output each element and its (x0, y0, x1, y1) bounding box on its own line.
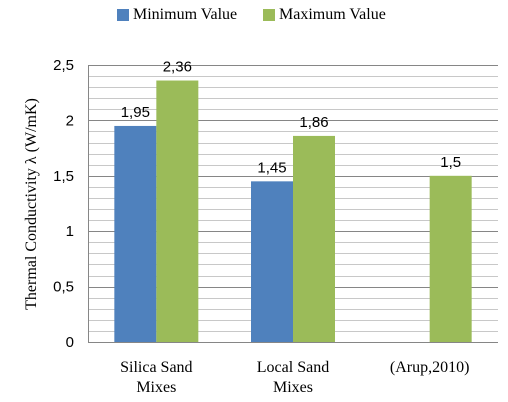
axes (88, 65, 498, 343)
data-label: 1,95 (121, 104, 150, 121)
x-category-label: Local Sand (257, 359, 329, 376)
bars (114, 80, 472, 343)
y-axis-label: Thermal Conductivity λ (W/mK) (23, 98, 40, 310)
data-labels: 1,95 1,45 2,36 1,86 1,5 (121, 59, 461, 177)
data-label: 1,5 (440, 154, 461, 171)
legend: Minimum Value Maximum Value (0, 6, 508, 28)
bar-maximum (293, 135, 335, 342)
x-category-labels: Silica Sand Mixes Local Sand Mixes (Arup,201… (120, 359, 469, 396)
bar-maximum (156, 80, 199, 343)
legend-label-maximum: Maximum Value (279, 6, 386, 23)
y-tick-label: 2 (66, 112, 74, 129)
legend-item-minimum: Minimum Value (117, 6, 237, 24)
y-tick-label: 0 (66, 334, 74, 351)
data-label: 1,86 (299, 114, 328, 131)
y-tick-labels: 0 0,5 1 1,5 2 2,5 (53, 57, 74, 351)
legend-label-minimum: Minimum Value (133, 6, 238, 23)
x-category-label: Mixes (136, 379, 176, 396)
y-tick-label: 2,5 (53, 57, 74, 74)
y-tick-label: 1,5 (53, 168, 74, 185)
bar-minimum (114, 125, 157, 342)
legend-swatch-maximum (263, 9, 275, 21)
data-label: 2,36 (163, 59, 192, 76)
bar-minimum (251, 181, 293, 342)
data-label: 1,45 (257, 159, 286, 176)
y-tick-label: 0,5 (53, 279, 74, 296)
legend-swatch-minimum (117, 9, 129, 21)
x-category-label: Mixes (273, 379, 313, 396)
x-category-label: Silica Sand (120, 359, 192, 376)
bar-maximum (429, 175, 472, 342)
x-category-label: (Arup,2010) (390, 359, 470, 376)
legend-item-maximum: Maximum Value (263, 6, 386, 24)
y-tick-label: 1 (66, 223, 74, 240)
